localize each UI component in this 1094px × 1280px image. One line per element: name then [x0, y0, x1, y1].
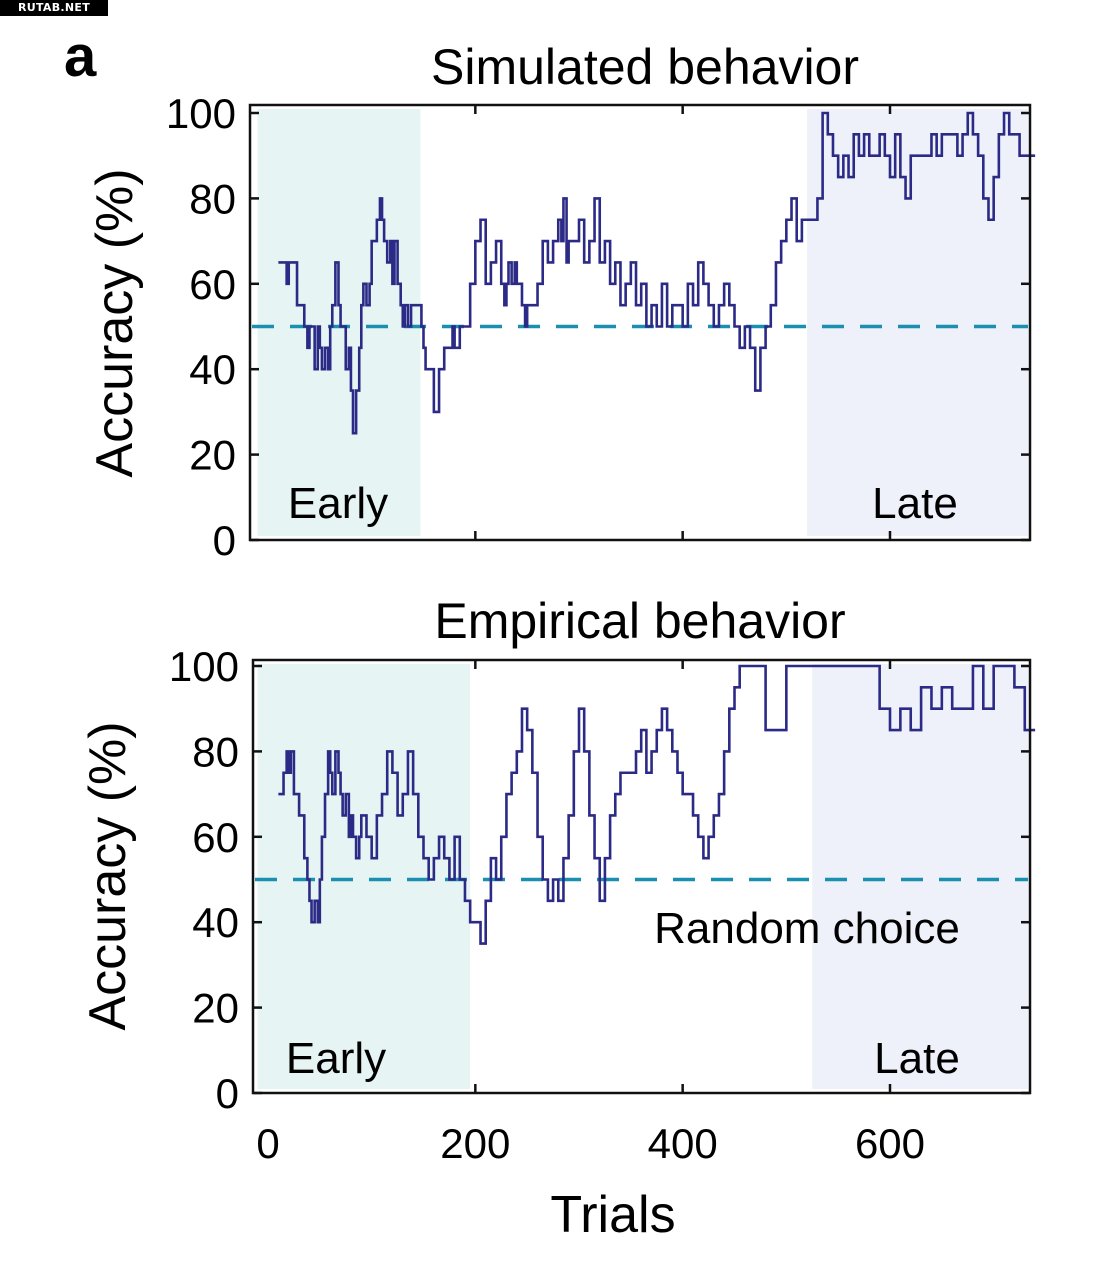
x-tick-label: 0	[256, 1120, 279, 1167]
panel-letter: a	[64, 24, 97, 89]
region-early	[257, 664, 471, 1089]
x-tick-label: 200	[440, 1120, 510, 1167]
series-line-accuracy	[278, 664, 1036, 945]
chart-title: Simulated behavior	[431, 39, 859, 95]
axes-frame	[251, 658, 1032, 1095]
y-tick-label: 100	[169, 643, 239, 690]
axes-frame	[248, 103, 1032, 542]
region-label-late: Late	[874, 1034, 960, 1083]
panel-empirical: 0 20 40 60 80 100 0 200 400 600 Empirical behavior…	[79, 593, 1036, 1244]
x-tick-label: 400	[648, 1120, 718, 1167]
panel-simulated: 0 20 40 60 80 100 Simulated behavior Accuracy (…	[86, 39, 1036, 564]
region-early	[257, 109, 421, 536]
y-tick-label: 80	[189, 175, 236, 222]
x-tick-label: 600	[855, 1120, 925, 1167]
y-tick-label: 0	[213, 517, 236, 564]
y-tick-label: 60	[189, 261, 236, 308]
y-axis-label: Accuracy (%)	[79, 721, 137, 1030]
series-line-accuracy	[278, 111, 1036, 435]
y-tick-label: 40	[192, 899, 239, 946]
y-tick-label: 20	[192, 985, 239, 1032]
region-label-early: Early	[288, 479, 388, 528]
y-tick-label: 0	[216, 1070, 239, 1117]
chart-title: Empirical behavior	[434, 593, 845, 649]
region-late	[812, 664, 1028, 1089]
y-tick-label: 60	[192, 814, 239, 861]
y-tick-label: 100	[166, 90, 236, 137]
y-tick-label: 40	[189, 346, 236, 393]
reference-line-label: Random choice	[654, 904, 960, 953]
region-label-late: Late	[872, 479, 958, 528]
watermark: RUTAB.NET	[0, 0, 108, 16]
region-label-early: Early	[286, 1034, 386, 1083]
y-tick-label: 20	[189, 432, 236, 479]
x-axis-label: Trials	[550, 1186, 675, 1244]
y-axis-label: Accuracy (%)	[86, 168, 144, 477]
region-late	[807, 109, 1028, 536]
y-tick-label: 80	[192, 728, 239, 775]
